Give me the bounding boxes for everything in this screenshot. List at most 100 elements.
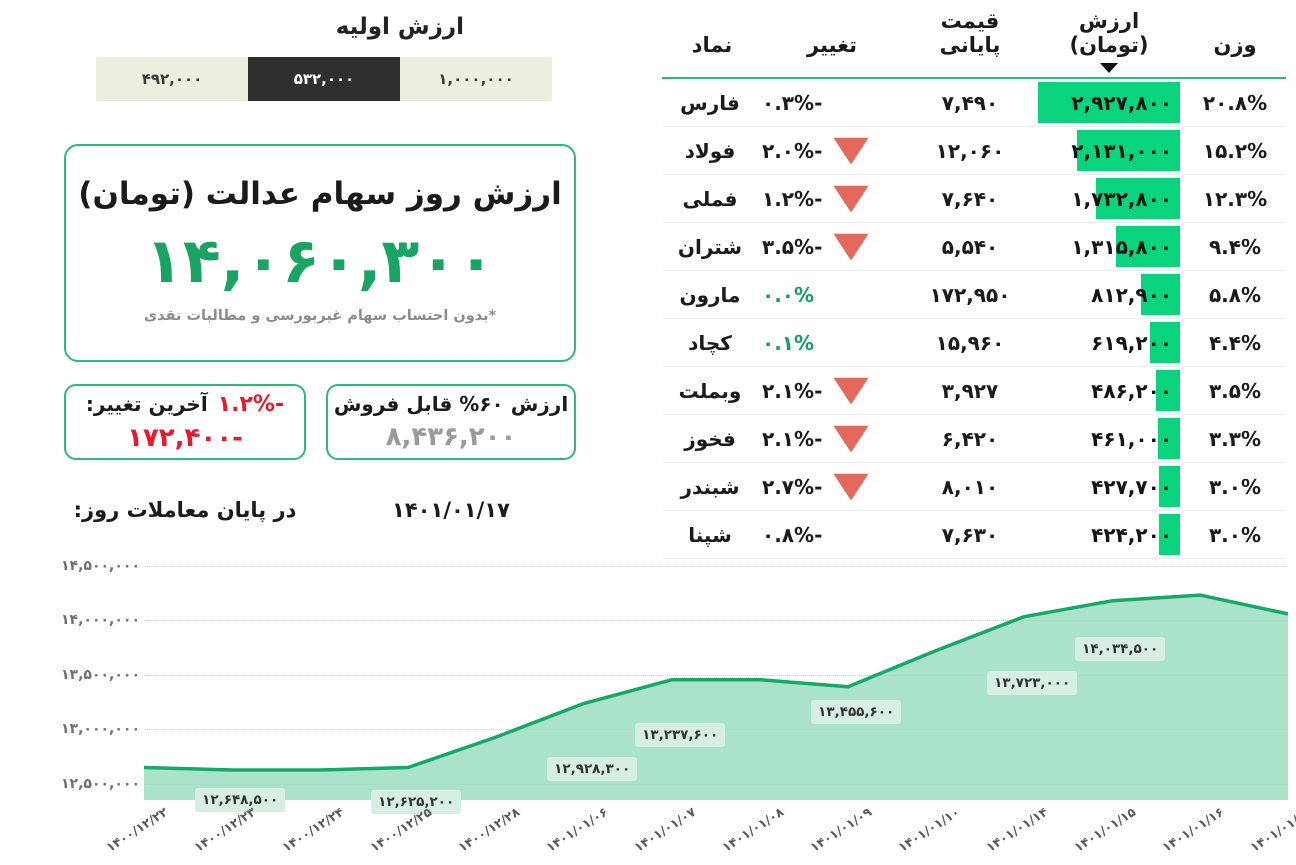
cell-value-label: ۴۲۷,۷۰۰ bbox=[1091, 474, 1172, 499]
cell-value: ۴۲۴,۲۰۰ bbox=[1034, 510, 1184, 559]
cell-symbol[interactable]: مارون bbox=[662, 270, 758, 319]
cell-value: ۱,۳۱۵,۸۰۰ bbox=[1034, 222, 1184, 271]
cell-change: -۱.۲% bbox=[758, 174, 906, 223]
stocks-table-body: ۲۰.۸% ۲,۹۲۷,۸۰۰ ۷,۴۹۰ -۰.۳% فارس ۱۵.۲% ۲,۱۳۱,۰… bbox=[662, 78, 1286, 559]
cell-close-price: ۱۵,۹۶۰ bbox=[906, 318, 1034, 367]
arrow-down-icon bbox=[832, 377, 870, 404]
x-axis-tick-label: ۱۴۰۱/۰۱/۰۸ bbox=[719, 804, 787, 855]
cell-value-label: ۱,۷۳۲,۸۰۰ bbox=[1071, 186, 1172, 211]
table-row[interactable]: ۱۵.۲% ۲,۱۳۱,۰۰۰ ۱۲,۰۶۰ -۲.۰% فولاد bbox=[662, 126, 1286, 175]
cell-close-price: ۱۲,۰۶۰ bbox=[906, 126, 1034, 175]
y-axis-tick-label: ۱۲,۵۰۰,۰۰۰ bbox=[61, 775, 140, 792]
cell-value: ۴۲۷,۷۰۰ bbox=[1034, 462, 1184, 511]
total-value-card: ارزش روز سهام عدالت (تومان) ۱۴,۰۶۰,۳۰۰ *… bbox=[64, 144, 576, 362]
segment-option-1[interactable]: ۱,۰۰۰,۰۰۰ bbox=[400, 57, 552, 101]
cell-close-price: ۸,۰۱۰ bbox=[906, 462, 1034, 511]
cell-symbol[interactable]: شتران bbox=[662, 222, 758, 271]
value-bar-track: ۲,۹۲۷,۸۰۰ bbox=[1038, 79, 1180, 126]
arrow-down-icon bbox=[832, 473, 870, 500]
segment-option-2-selected[interactable]: ۵۳۲,۰۰۰ bbox=[248, 57, 400, 101]
cell-change: -۲.۱% bbox=[758, 366, 906, 415]
cell-change: -۲.۰% bbox=[758, 126, 906, 175]
column-header-change-label: تغییر bbox=[807, 33, 857, 57]
total-value-amount: ۱۴,۰۶۰,۳۰۰ bbox=[145, 224, 495, 298]
table-row[interactable]: ۳.۳% ۴۶۱,۰۰۰ ۶,۴۲۰ -۲.۱% فخوز bbox=[662, 414, 1286, 463]
cell-weight: ۹.۴% bbox=[1184, 222, 1286, 271]
y-axis-tick-label: ۱۴,۰۰۰,۰۰۰ bbox=[61, 612, 140, 629]
column-header-close[interactable]: قیمت پایانی bbox=[906, 0, 1034, 79]
cell-symbol[interactable]: شپنا bbox=[662, 510, 758, 559]
x-axis-tick-label: ۱۴۰۱/۰۱/۱۷ bbox=[1247, 804, 1296, 855]
last-change-amount: -۱۷۲,۴۰۰ bbox=[127, 422, 243, 453]
stocks-table-head: وزن ارزش (تومان) قیمت پایانی تغ bbox=[662, 0, 1286, 79]
column-header-value[interactable]: ارزش (تومان) bbox=[1034, 0, 1184, 79]
value-bar-track: ۱,۳۱۵,۸۰۰ bbox=[1038, 223, 1180, 270]
cell-value: ۶۱۹,۲۰۰ bbox=[1034, 318, 1184, 367]
last-change-percent: -۱.۲% bbox=[217, 391, 285, 417]
cell-change-label: -۱.۲% bbox=[762, 186, 823, 211]
cell-close-price: ۵,۵۴۰ bbox=[906, 222, 1034, 271]
column-header-change[interactable]: تغییر bbox=[758, 0, 906, 79]
cell-symbol[interactable]: وبملت bbox=[662, 366, 758, 415]
value-bar-track: ۸۱۲,۹۰۰ bbox=[1038, 271, 1180, 318]
value-bar-track: ۶۱۹,۲۰۰ bbox=[1038, 319, 1180, 366]
gridline bbox=[144, 566, 1288, 567]
value-bar-track: ۴۲۴,۲۰۰ bbox=[1038, 511, 1180, 558]
data-point-label: ۱۲,۶۴۸,۵۰۰ bbox=[195, 787, 286, 812]
cell-close-price: ۷,۴۹۰ bbox=[906, 78, 1034, 127]
stocks-table: وزن ارزش (تومان) قیمت پایانی تغ bbox=[662, 0, 1286, 559]
table-row[interactable]: ۱۲.۳% ۱,۷۳۲,۸۰۰ ۷,۶۴۰ -۱.۲% فملی bbox=[662, 174, 1286, 223]
value-bar bbox=[1095, 178, 1180, 219]
value-history-chart: ارزش سهام عدالت ۱۲,۵۰۰,۰۰۰۱۳,۰۰۰,۰۰۰۱۳,۵… bbox=[0, 556, 1296, 865]
column-header-weight[interactable]: وزن bbox=[1184, 0, 1286, 79]
cell-close-price: ۱۷۲,۹۵۰ bbox=[906, 270, 1034, 319]
cell-value-label: ۶۱۹,۲۰۰ bbox=[1091, 330, 1172, 355]
cell-change-label: -۰.۸% bbox=[762, 522, 823, 547]
y-axis-tick-label: ۱۴,۵۰۰,۰۰۰ bbox=[61, 558, 140, 574]
x-axis-tick-label: ۱۴۰۱/۰۱/۰۶ bbox=[543, 804, 611, 855]
cell-symbol[interactable]: فخوز bbox=[662, 414, 758, 463]
cell-symbol[interactable]: شبندر bbox=[662, 462, 758, 511]
chart-x-axis-ticks: ۱۴۰۰/۱۲/۲۲ ۱۴۰۰/۱۲/۲۳ ۱۴۰۰/۱۲/۲۴ ۱۴۰۰/۱۲/۲۵… bbox=[103, 804, 1296, 864]
table-row[interactable]: ۳.۰% ۴۲۷,۷۰۰ ۸,۰۱۰ -۲.۷% شبندر bbox=[662, 462, 1286, 511]
cell-value-label: ۴۶۱,۰۰۰ bbox=[1091, 426, 1172, 451]
initial-value-segmented-control[interactable]: ۱,۰۰۰,۰۰۰ ۵۳۲,۰۰۰ ۴۹۲,۰۰۰ bbox=[96, 57, 552, 101]
cell-value: ۱,۷۳۲,۸۰۰ bbox=[1034, 174, 1184, 223]
summary-panel: ارزش اولیه ۱,۰۰۰,۰۰۰ ۵۳۲,۰۰۰ ۴۹۲,۰۰۰ ارز… bbox=[0, 0, 644, 556]
x-axis-tick-label: ۱۴۰۱/۰۱/۱۰ bbox=[895, 804, 963, 855]
column-header-symbol[interactable]: نماد bbox=[662, 0, 758, 79]
gridline bbox=[144, 674, 1288, 676]
table-row[interactable]: ۹.۴% ۱,۳۱۵,۸۰۰ ۵,۵۴۰ -۳.۵% شتران bbox=[662, 222, 1286, 271]
value-bar bbox=[1116, 226, 1180, 267]
table-row[interactable]: ۲۰.۸% ۲,۹۲۷,۸۰۰ ۷,۴۹۰ -۰.۳% فارس bbox=[662, 78, 1286, 127]
stocks-table-panel: وزن ارزش (تومان) قیمت پایانی تغ bbox=[644, 0, 1296, 559]
value-bar bbox=[1157, 418, 1180, 459]
cell-change-label: -۲.۱% bbox=[762, 378, 823, 403]
cell-weight: ۱۵.۲% bbox=[1184, 126, 1286, 175]
table-row[interactable]: ۴.۴% ۶۱۹,۲۰۰ ۱۵,۹۶۰ ۰.۱% کچاد bbox=[662, 318, 1286, 367]
value-bar bbox=[1159, 514, 1180, 555]
arrow-down-icon bbox=[832, 425, 870, 452]
chart-plot-area: ۱۲,۶۴۸,۵۰۰ ۱۲,۶۲۵,۲۰۰ ۱۲,۹۲۸,۳۰۰ ۱۳,۲۳۷,۶۰۰… bbox=[144, 566, 1288, 815]
segment-option-3[interactable]: ۴۹۲,۰۰۰ bbox=[96, 57, 248, 101]
value-bar-track: ۱,۷۳۲,۸۰۰ bbox=[1038, 175, 1180, 222]
cell-value-label: ۸۱۲,۹۰۰ bbox=[1091, 282, 1172, 307]
x-axis-tick-label: ۱۴۰۰/۱۲/۲۳ bbox=[191, 804, 259, 855]
table-row[interactable]: ۳.۰% ۴۲۴,۲۰۰ ۷,۶۳۰ -۰.۸% شپنا bbox=[662, 510, 1286, 559]
cell-change: -۳.۵% bbox=[758, 222, 906, 271]
cell-symbol[interactable]: فملی bbox=[662, 174, 758, 223]
chart-line bbox=[144, 593, 1288, 772]
table-row[interactable]: ۵.۸% ۸۱۲,۹۰۰ ۱۷۲,۹۵۰ ۰.۰% مارون bbox=[662, 270, 1286, 319]
table-row[interactable]: ۳.۵% ۴۸۶,۲۰۰ ۳,۹۲۷ -۲.۱% وبملت bbox=[662, 366, 1286, 415]
arrow-down-icon bbox=[832, 137, 870, 164]
cell-change-label: ۰.۱% bbox=[762, 330, 815, 355]
x-axis-tick-label: ۱۴۰۰/۱۲/۲۸ bbox=[455, 804, 523, 855]
cell-symbol[interactable]: کچاد bbox=[662, 318, 758, 367]
cell-value-label: ۱,۳۱۵,۸۰۰ bbox=[1071, 234, 1172, 259]
cell-change: -۰.۸% bbox=[758, 510, 906, 559]
cell-close-price: ۶,۴۲۰ bbox=[906, 414, 1034, 463]
cell-value: ۸۱۲,۹۰۰ bbox=[1034, 270, 1184, 319]
total-value-title: ارزش روز سهام عدالت (تومان) bbox=[78, 176, 562, 213]
cell-symbol[interactable]: فارس bbox=[662, 78, 758, 127]
cell-symbol[interactable]: فولاد bbox=[662, 126, 758, 175]
